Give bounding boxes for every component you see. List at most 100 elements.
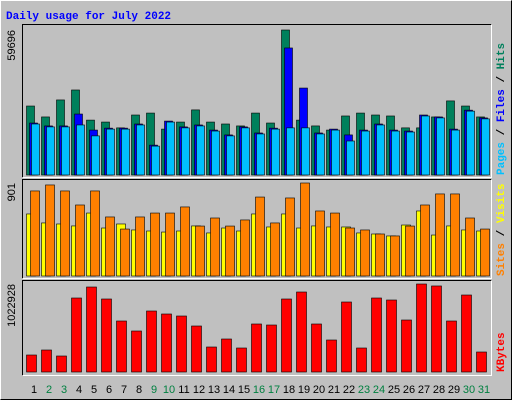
bar bbox=[91, 135, 100, 176]
bar bbox=[315, 210, 325, 277]
legend-entry: KBytes bbox=[496, 332, 508, 372]
x-tick-label: 28 bbox=[433, 384, 445, 396]
bar bbox=[210, 217, 220, 277]
bar bbox=[401, 319, 412, 373]
bar bbox=[481, 118, 490, 176]
bar bbox=[101, 298, 112, 373]
bar bbox=[406, 131, 415, 176]
bar bbox=[176, 315, 187, 373]
bar bbox=[311, 323, 322, 373]
x-tick-label: 9 bbox=[151, 384, 157, 396]
x-tick-label: 12 bbox=[193, 384, 205, 396]
bar bbox=[195, 225, 205, 277]
legend-entry: Visits bbox=[496, 184, 508, 224]
x-tick-label: 5 bbox=[91, 384, 97, 396]
bar bbox=[131, 330, 142, 373]
bar bbox=[225, 225, 235, 277]
bar bbox=[251, 323, 262, 373]
bar bbox=[196, 125, 205, 176]
chart-title: Daily usage for July 2022 bbox=[6, 11, 171, 23]
legend-entry: Hits bbox=[496, 43, 508, 69]
x-tick-label: 2 bbox=[46, 384, 52, 396]
x-tick-label: 31 bbox=[478, 384, 490, 396]
bar bbox=[166, 121, 175, 176]
bar bbox=[41, 349, 52, 373]
bar bbox=[61, 126, 70, 176]
bar bbox=[75, 204, 85, 277]
bar bbox=[345, 227, 355, 277]
bar bbox=[451, 129, 460, 176]
x-tick-label: 19 bbox=[298, 384, 310, 396]
bar bbox=[386, 299, 397, 373]
x-tick-label: 25 bbox=[388, 384, 400, 396]
x-tick-label: 15 bbox=[238, 384, 250, 396]
x-tick-label: 1 bbox=[31, 384, 37, 396]
bar bbox=[90, 190, 100, 277]
x-tick-label: 6 bbox=[106, 384, 112, 396]
legend: Pages / Files / Hits bbox=[496, 43, 508, 175]
bar bbox=[256, 133, 265, 176]
legend-entry: Sites bbox=[496, 243, 508, 276]
bar bbox=[270, 222, 280, 277]
bar bbox=[181, 127, 190, 176]
y-tick-label: 1022928 bbox=[6, 284, 18, 327]
x-tick-label: 23 bbox=[358, 384, 370, 396]
bar bbox=[416, 283, 427, 373]
bar bbox=[71, 297, 82, 373]
bar bbox=[150, 212, 160, 277]
bar bbox=[165, 212, 175, 277]
bar bbox=[435, 193, 445, 277]
bar bbox=[281, 298, 292, 373]
bar bbox=[120, 228, 130, 277]
bar bbox=[255, 196, 265, 277]
legend: Sites / Visits bbox=[496, 184, 508, 276]
bar bbox=[136, 124, 145, 176]
x-tick-label: 21 bbox=[328, 384, 340, 396]
x-tick-label: 27 bbox=[418, 384, 430, 396]
bar bbox=[390, 235, 400, 277]
bar bbox=[466, 110, 475, 176]
panel-border bbox=[22, 179, 492, 279]
bar bbox=[450, 193, 460, 277]
bar bbox=[30, 190, 40, 277]
x-tick-label: 30 bbox=[463, 384, 475, 396]
panel-border bbox=[22, 179, 492, 279]
y-tick-label: 901 bbox=[6, 183, 18, 201]
panel-border bbox=[22, 280, 492, 376]
bar bbox=[56, 355, 67, 373]
bar bbox=[241, 127, 250, 176]
bar bbox=[296, 291, 307, 373]
bar bbox=[286, 127, 295, 176]
bar bbox=[360, 229, 370, 277]
legend: KBytes bbox=[496, 332, 508, 372]
bar bbox=[391, 130, 400, 176]
bar bbox=[420, 204, 430, 277]
bar bbox=[151, 145, 160, 176]
bar bbox=[431, 285, 442, 373]
x-tick-label: 8 bbox=[136, 384, 142, 396]
bar bbox=[331, 129, 340, 176]
bar bbox=[116, 320, 127, 373]
x-tick-label: 24 bbox=[373, 384, 385, 396]
bar bbox=[446, 320, 457, 373]
x-tick-label: 22 bbox=[343, 384, 355, 396]
bar bbox=[266, 324, 277, 373]
x-tick-label: 14 bbox=[223, 384, 235, 396]
bar bbox=[76, 124, 85, 176]
bar bbox=[31, 123, 40, 176]
x-tick-label: 11 bbox=[178, 384, 189, 396]
bar bbox=[421, 115, 430, 176]
y-tick-label: 59696 bbox=[6, 30, 18, 61]
bar bbox=[316, 133, 325, 176]
legend-entry: Files bbox=[496, 89, 508, 122]
bar bbox=[146, 310, 157, 373]
bar bbox=[371, 297, 382, 373]
legend-separator: / bbox=[496, 223, 508, 243]
panel-border bbox=[22, 24, 492, 178]
bar bbox=[86, 286, 97, 373]
x-tick-label: 7 bbox=[121, 384, 127, 396]
bar bbox=[361, 130, 370, 176]
bar bbox=[45, 184, 55, 277]
bar bbox=[436, 117, 445, 176]
